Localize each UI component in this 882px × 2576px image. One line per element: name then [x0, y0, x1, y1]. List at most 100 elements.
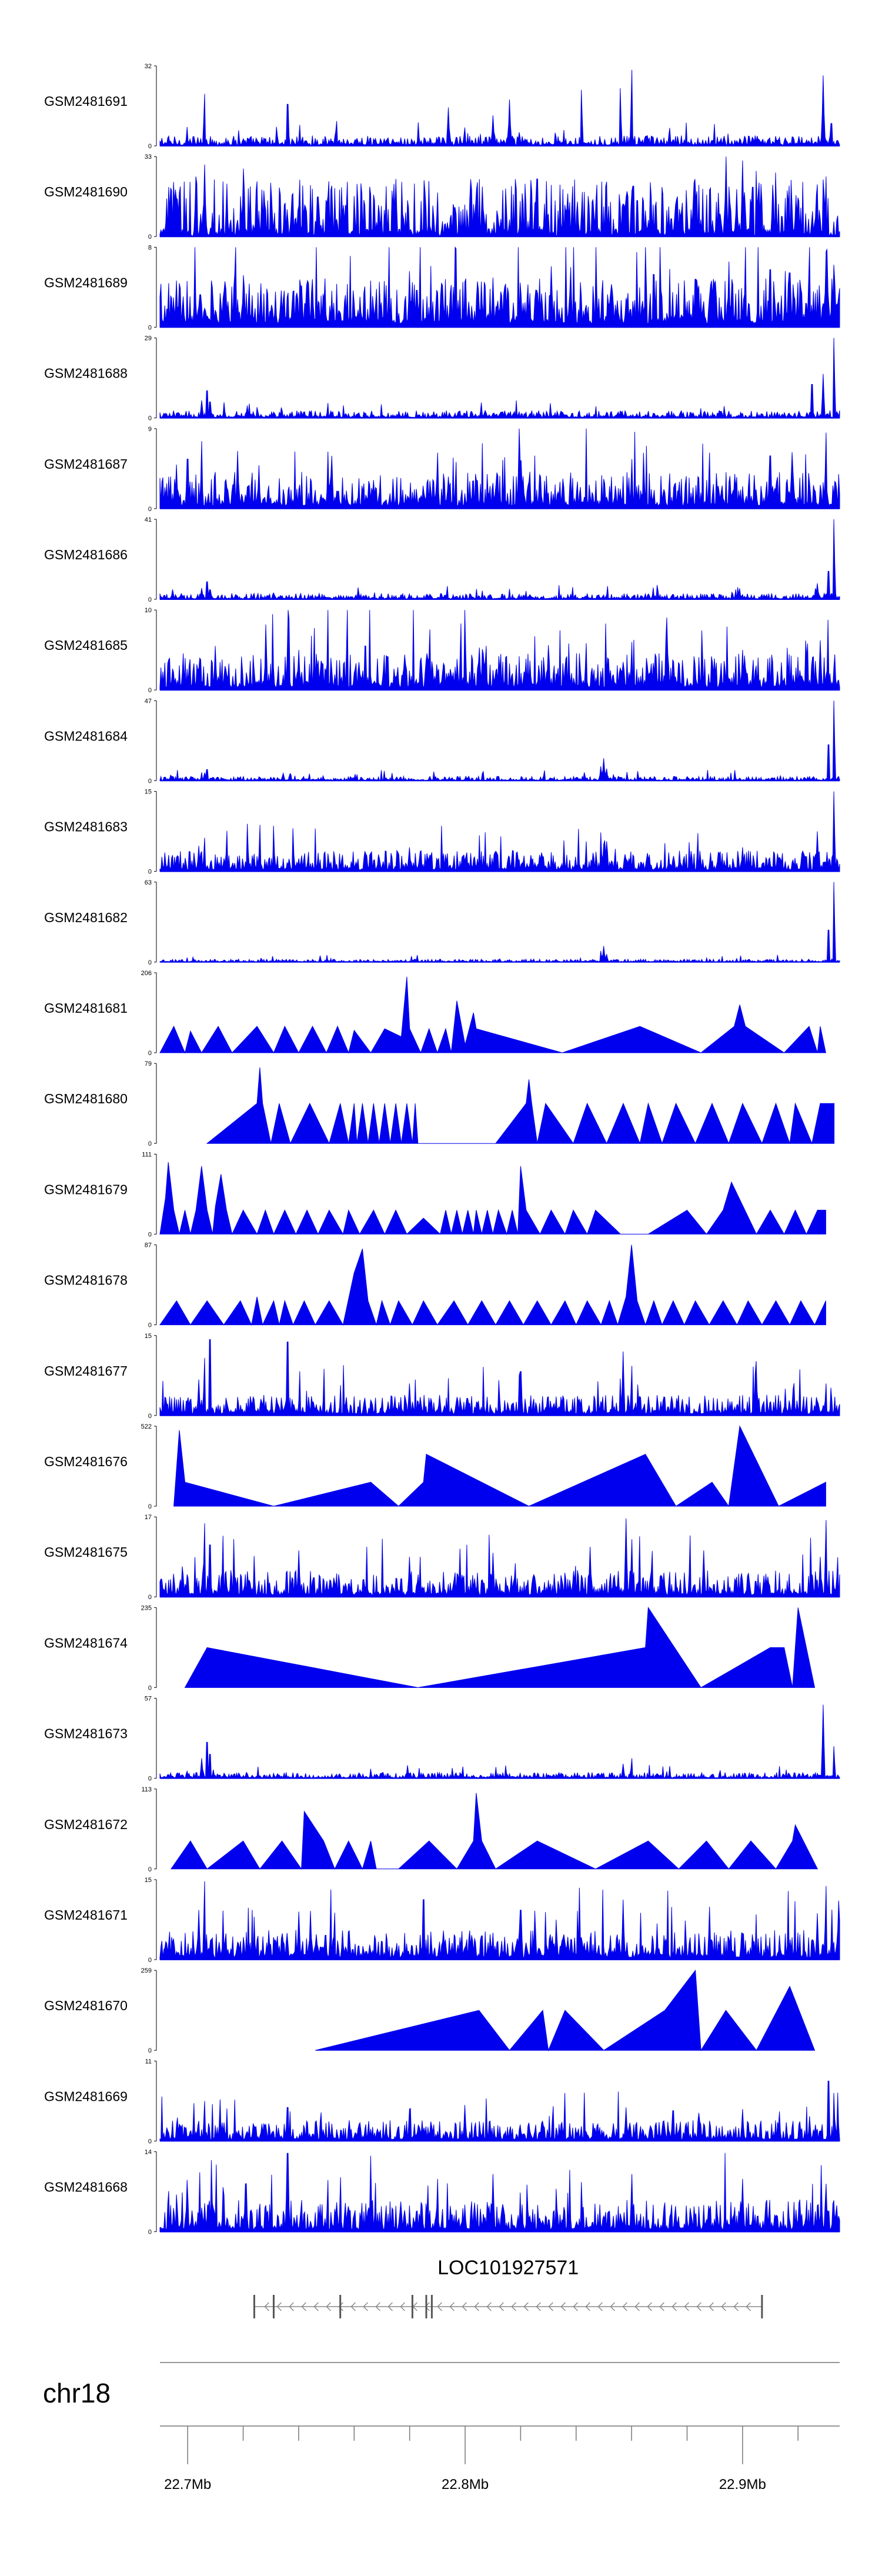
y-axis-max-label: 10	[145, 607, 152, 614]
track-label: GSM2481670	[44, 1998, 128, 2013]
track-GSM2481682: GSM2481682 63 0	[44, 879, 840, 966]
y-axis-max-label: 87	[145, 1242, 152, 1249]
track-GSM2481690: GSM2481690 33 0	[44, 154, 840, 241]
track-GSM2481675: GSM2481675 17 0	[44, 1514, 840, 1601]
strand-arrow	[709, 2302, 714, 2311]
coverage-area	[159, 1881, 840, 1960]
strand-arrow	[696, 2302, 701, 2311]
y-axis-max-label: 235	[141, 1604, 152, 1611]
strand-arrow	[634, 2302, 640, 2311]
strand-arrow	[659, 2302, 664, 2311]
track-GSM2481672: GSM2481672 113 0	[44, 1786, 818, 1873]
track-label: GSM2481687	[44, 456, 128, 472]
y-axis-min-label: 0	[148, 143, 152, 150]
y-axis-min-label: 0	[148, 506, 152, 513]
y-axis-min-label: 0	[148, 1140, 152, 1147]
strand-arrow	[264, 2302, 269, 2311]
y-axis-max-label: 63	[145, 879, 152, 886]
track-label: GSM2481675	[44, 1544, 128, 1560]
coverage-area	[159, 700, 840, 782]
y-axis-min-label: 0	[148, 1413, 152, 1420]
strand-arrow	[499, 2302, 504, 2311]
coverage-area	[170, 1793, 818, 1870]
track-GSM2481674: GSM2481674 235 0	[44, 1604, 816, 1691]
y-axis-max-label: 32	[145, 63, 152, 70]
track-label: GSM2481677	[44, 1363, 128, 1379]
strand-arrow	[573, 2302, 578, 2311]
y-axis-min-label: 0	[148, 1594, 152, 1601]
strand-arrow	[400, 2302, 405, 2311]
y-axis-max-label: 47	[145, 698, 152, 705]
strand-arrow	[536, 2302, 541, 2311]
y-axis-max-label: 15	[145, 1333, 152, 1340]
track-label: GSM2481686	[44, 547, 128, 562]
track-GSM2481681: GSM2481681 206 0	[44, 970, 827, 1057]
track-label: GSM2481688	[44, 366, 128, 381]
track-GSM2481685: GSM2481685 10 0	[44, 607, 840, 694]
y-axis-min-label: 0	[148, 2229, 152, 2236]
track-GSM2481676: GSM2481676 522 0	[44, 1423, 826, 1510]
y-axis-min-label: 0	[148, 1866, 152, 1873]
y-axis-max-label: 41	[145, 516, 152, 523]
coverage-area	[159, 1244, 826, 1326]
track-GSM2481691: GSM2481691 32 0	[44, 63, 840, 150]
coverage-area	[159, 2080, 840, 2141]
track-label: GSM2481679	[44, 1182, 128, 1197]
track-label: GSM2481671	[44, 1907, 128, 1923]
strand-arrow	[313, 2302, 319, 2311]
y-axis-max-label: 206	[141, 970, 152, 977]
strand-arrow	[548, 2302, 553, 2311]
chromosome-label: chr18	[43, 2378, 111, 2408]
y-axis-min-label: 0	[148, 687, 152, 694]
y-axis-min-label: 0	[148, 1684, 152, 1691]
y-axis-min-label: 0	[148, 869, 152, 876]
y-axis-min-label: 0	[148, 1776, 152, 1783]
y-axis-min-label: 0	[148, 959, 152, 966]
strand-arrow	[523, 2302, 529, 2311]
coverage-area	[159, 610, 840, 690]
y-axis-min-label: 0	[148, 233, 152, 241]
coverage-area	[184, 1606, 816, 1689]
track-label: GSM2481691	[44, 94, 128, 109]
y-axis-max-label: 11	[145, 2058, 152, 2065]
track-label: GSM2481683	[44, 819, 128, 835]
coverage-area	[315, 1969, 816, 2052]
y-axis-max-label: 15	[145, 1877, 152, 1884]
y-axis-min-label: 0	[148, 1957, 152, 1964]
strand-arrow	[387, 2302, 393, 2311]
track-label: GSM2481678	[44, 1273, 128, 1288]
strand-arrow	[301, 2302, 306, 2311]
y-axis-min-label: 0	[148, 1322, 152, 1329]
coverage-area	[173, 1425, 826, 1507]
coverage-area	[159, 976, 827, 1054]
coverage-area	[159, 882, 840, 963]
coverage-area	[159, 1704, 840, 1779]
strand-arrow	[350, 2302, 356, 2311]
y-axis-min-label: 0	[148, 778, 152, 785]
y-axis-max-label: 259	[141, 1967, 152, 1974]
strand-arrow	[363, 2302, 368, 2311]
track-GSM2481679: GSM2481679 111 0	[44, 1151, 826, 1238]
strand-arrow	[597, 2302, 603, 2311]
y-axis-min-label: 0	[148, 415, 152, 422]
coverage-area	[159, 156, 840, 238]
axis-position-label: 22.8Mb	[442, 2477, 489, 2492]
gene-name-label: LOC101927571	[437, 2257, 579, 2279]
track-label: GSM2481676	[44, 1454, 128, 1469]
tracks-layer: GSM2481691320GSM2481690330GSM248168980GS…	[44, 63, 840, 2236]
track-GSM2481678: GSM2481678 87 0	[44, 1242, 826, 1329]
coverage-area	[159, 246, 840, 328]
coverage-area	[159, 1162, 826, 1236]
strand-arrow	[610, 2302, 615, 2311]
y-axis-min-label: 0	[148, 2047, 152, 2054]
strand-arrow	[289, 2302, 294, 2311]
track-label: GSM2481674	[44, 1635, 128, 1650]
y-axis-min-label: 0	[148, 1231, 152, 1238]
y-axis-max-label: 79	[145, 1060, 152, 1067]
y-axis-max-label: 14	[145, 2149, 152, 2156]
y-axis-max-label: 57	[145, 1696, 152, 1703]
strand-arrow	[746, 2302, 751, 2311]
strand-arrow	[276, 2302, 282, 2311]
